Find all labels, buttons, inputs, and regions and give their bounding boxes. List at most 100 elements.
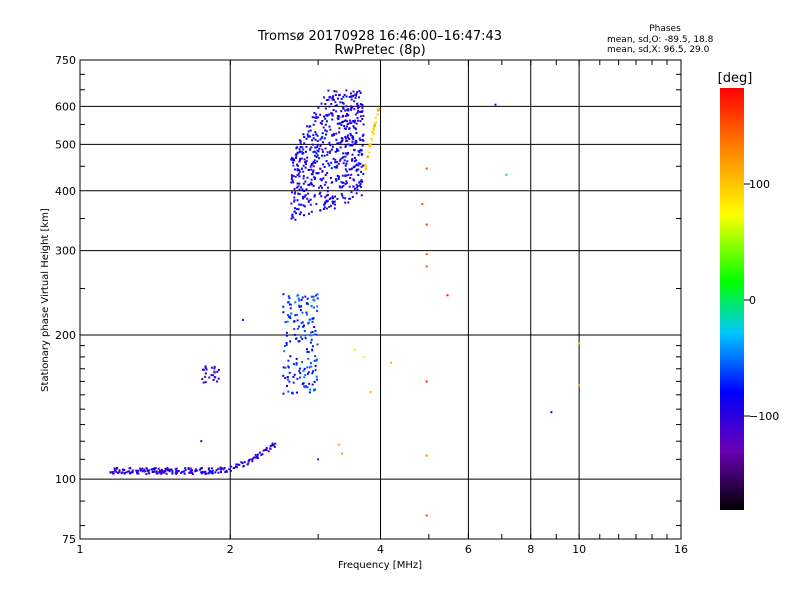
cluster-point bbox=[311, 383, 314, 386]
cluster-point bbox=[347, 137, 350, 140]
cluster-point bbox=[356, 185, 359, 188]
cluster-point bbox=[314, 131, 317, 134]
cluster-point bbox=[319, 167, 322, 170]
data-point bbox=[425, 514, 428, 517]
cluster-point bbox=[302, 133, 305, 136]
cluster-point bbox=[325, 133, 327, 136]
cluster-point bbox=[335, 161, 338, 163]
cluster-point bbox=[299, 146, 302, 148]
cluster-point bbox=[331, 114, 334, 117]
cluster-point bbox=[352, 90, 355, 93]
cluster-point bbox=[316, 134, 319, 137]
cluster-point bbox=[296, 319, 299, 322]
cluster-point bbox=[331, 134, 334, 137]
cluster-point bbox=[128, 467, 131, 470]
cluster-point bbox=[347, 152, 349, 154]
cluster-point bbox=[298, 169, 301, 172]
cluster-point bbox=[333, 165, 336, 168]
cluster-point bbox=[329, 128, 332, 131]
cluster-point bbox=[321, 132, 324, 135]
cluster-point bbox=[311, 330, 314, 333]
cluster-point bbox=[115, 467, 118, 470]
cluster-point bbox=[308, 184, 311, 187]
cluster-point bbox=[216, 380, 219, 383]
cluster-point bbox=[314, 120, 317, 123]
cluster-point bbox=[291, 191, 293, 194]
cluster-point bbox=[359, 162, 362, 165]
cluster-point bbox=[334, 161, 337, 164]
cluster-point bbox=[315, 359, 317, 362]
cluster-point bbox=[344, 135, 347, 138]
y-tick-label: 500 bbox=[55, 138, 76, 151]
cluster-point bbox=[290, 217, 293, 220]
cluster-point bbox=[307, 135, 310, 138]
cluster-point bbox=[359, 183, 362, 185]
cluster-point bbox=[310, 164, 313, 167]
cluster-point bbox=[305, 302, 308, 304]
cluster-point bbox=[344, 197, 347, 200]
cluster-point bbox=[334, 166, 337, 169]
cluster-point bbox=[373, 122, 376, 125]
cluster-point bbox=[299, 211, 302, 214]
cluster-point bbox=[316, 145, 319, 148]
cluster-point bbox=[330, 161, 333, 164]
cluster-point bbox=[152, 468, 154, 470]
cluster-point bbox=[347, 143, 350, 146]
cluster-point bbox=[324, 174, 327, 176]
cluster-point bbox=[291, 175, 293, 178]
cluster-point bbox=[316, 140, 319, 143]
cluster-point bbox=[224, 471, 227, 473]
cluster-point bbox=[300, 298, 303, 301]
cluster-point bbox=[313, 326, 316, 328]
cluster-point bbox=[353, 93, 356, 96]
cluster-point bbox=[328, 198, 331, 200]
cluster-point bbox=[357, 105, 360, 108]
cluster-point bbox=[314, 178, 316, 181]
cluster-point bbox=[310, 163, 313, 165]
cluster-point bbox=[253, 456, 256, 459]
cluster-point bbox=[121, 468, 124, 471]
cluster-point bbox=[357, 168, 360, 171]
cluster-point bbox=[310, 365, 313, 368]
x-tick-label: 2 bbox=[227, 543, 234, 556]
x-tick-label: 6 bbox=[465, 543, 472, 556]
cluster-point bbox=[330, 112, 333, 115]
cluster-point bbox=[330, 148, 333, 151]
cluster-point bbox=[345, 180, 348, 183]
cluster-point bbox=[341, 194, 344, 197]
cluster-point bbox=[300, 336, 302, 339]
cluster-point bbox=[360, 165, 363, 168]
cluster-point bbox=[317, 172, 320, 175]
cluster-point bbox=[139, 469, 142, 472]
cluster-point bbox=[351, 159, 353, 162]
cluster-point bbox=[135, 469, 138, 472]
cluster-point bbox=[338, 159, 341, 162]
cluster-point bbox=[182, 470, 185, 473]
cluster-point bbox=[360, 170, 363, 173]
cluster-point bbox=[361, 153, 364, 155]
cluster-point bbox=[291, 157, 293, 160]
cluster-point bbox=[290, 177, 293, 180]
cluster-point bbox=[350, 95, 353, 98]
cluster-point bbox=[235, 463, 238, 466]
cluster-point bbox=[361, 107, 364, 110]
cluster-point bbox=[289, 303, 292, 306]
cluster-point bbox=[298, 188, 301, 191]
cluster-point bbox=[361, 110, 364, 113]
cluster-point bbox=[313, 333, 316, 336]
cluster-point bbox=[320, 137, 323, 139]
cluster-point bbox=[303, 367, 306, 370]
cluster-point bbox=[332, 132, 335, 135]
cluster-point bbox=[330, 181, 333, 184]
cluster-point bbox=[294, 153, 297, 156]
cluster-point bbox=[335, 90, 338, 93]
cluster-point bbox=[287, 390, 290, 393]
data-point bbox=[494, 103, 497, 106]
cluster-point bbox=[214, 376, 217, 379]
cluster-point bbox=[355, 192, 358, 195]
cluster-point bbox=[211, 472, 214, 475]
cluster-point bbox=[306, 350, 309, 353]
cluster-point bbox=[205, 368, 208, 371]
cluster-point bbox=[351, 158, 354, 161]
cluster-point bbox=[296, 186, 298, 189]
